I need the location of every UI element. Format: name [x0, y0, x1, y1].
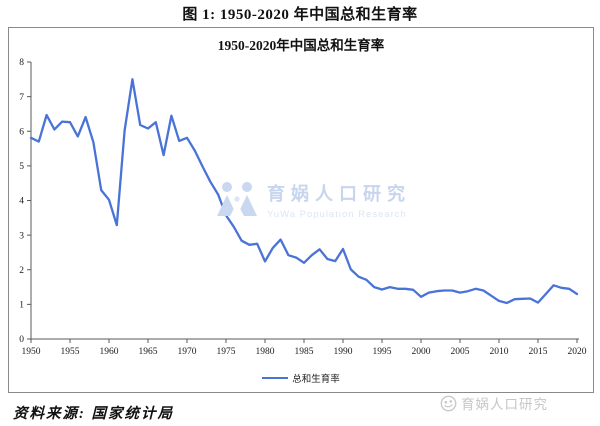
brand-watermark-label: 育娲人口研究 [461, 397, 548, 412]
brand-watermark: 育娲人口研究 [440, 393, 548, 413]
source-note: 资料来源: 国家统计局 [13, 406, 174, 422]
chart-frame: 0 1 2 3 4 5 6 7 8 1950 1955 1960 1965 1970 1975 1980 198… [8, 27, 594, 393]
fertility-line-chart: 0 1 2 3 4 5 6 7 8 1950 1955 1960 1965 1970 1975 1980 198… [19, 58, 587, 357]
y-tick-label: 0 [19, 335, 24, 345]
figure-title: 图 1: 1950-2020 年中国总和生育率 [182, 7, 418, 23]
x-tick-label: 1990 [334, 347, 353, 357]
x-tick-label: 1970 [178, 347, 197, 357]
x-tick-label: 1975 [217, 347, 236, 357]
x-tick-label: 1980 [256, 347, 275, 357]
y-tick-label: 8 [19, 58, 24, 68]
fertility-rate-line [29, 78, 579, 305]
y-tick-label: 1 [19, 301, 24, 311]
brand-swirl-icon [440, 395, 457, 411]
chart-legend: 总和生育率 [9, 371, 593, 385]
y-tick-label: 2 [19, 266, 24, 276]
y-tick-label: 5 [19, 162, 24, 172]
legend-label: 总和生育率 [292, 375, 340, 385]
x-tick-label: 2000 [412, 347, 431, 357]
y-tick-label: 7 [19, 93, 24, 103]
y-tick-label: 6 [19, 127, 24, 137]
x-tick-label: 2015 [529, 347, 548, 357]
x-tick-label: 1950 [22, 347, 41, 357]
x-tick-label: 2005 [451, 347, 470, 357]
y-tick-label: 4 [19, 197, 24, 207]
x-tick-label: 1985 [295, 347, 314, 357]
x-tick-label: 2010 [490, 347, 509, 357]
x-tick-label: 1960 [100, 347, 119, 357]
legend-line-sample [262, 377, 289, 379]
x-tick-label: 1995 [373, 347, 392, 357]
chart-title: 1950-2020年中国总和生育率 [217, 38, 385, 53]
x-tick-label: 2020 [568, 347, 587, 357]
x-tick-label: 1965 [139, 347, 158, 357]
y-tick-label: 3 [19, 231, 24, 241]
x-tick-label: 1955 [61, 347, 80, 357]
